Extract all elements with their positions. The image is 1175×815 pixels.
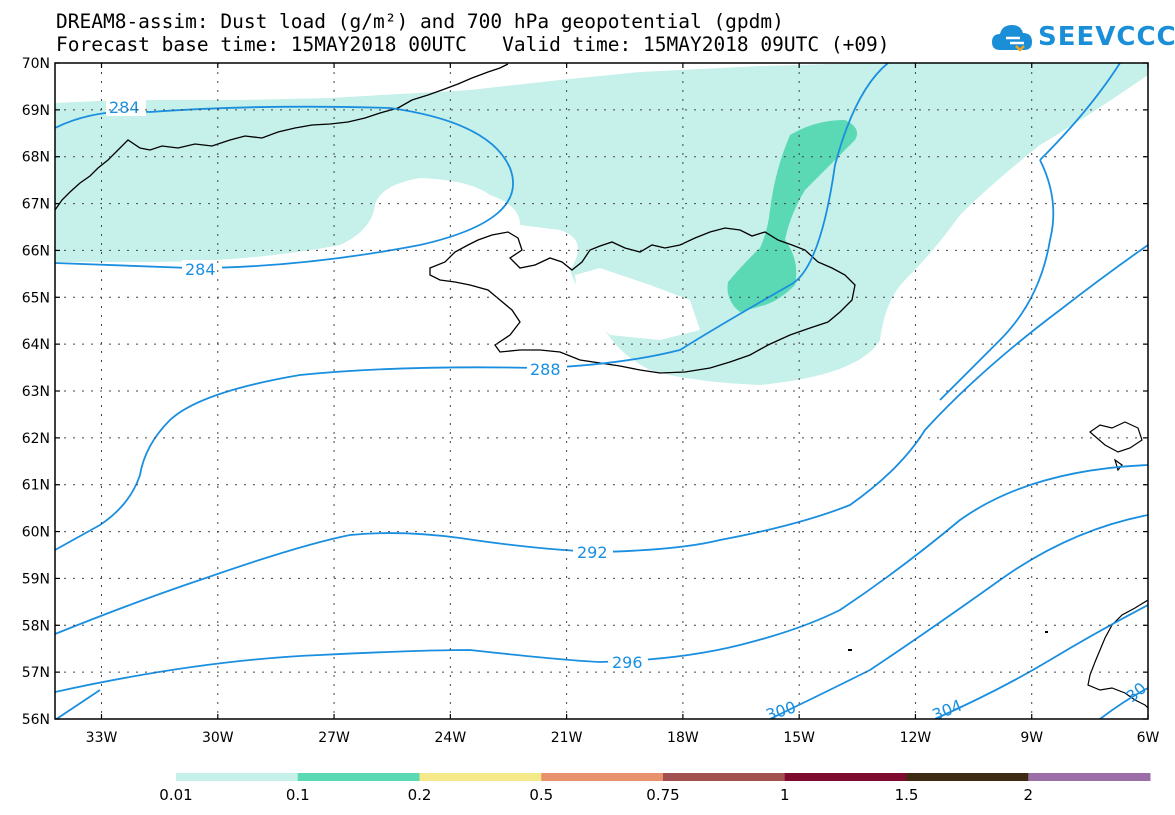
- lat-tick-label: 62N: [22, 431, 50, 447]
- greenland-coast: [55, 63, 509, 211]
- faroe-islands: [1089, 421, 1143, 472]
- lat-tick-label: 60N: [22, 525, 50, 541]
- lon-tick-label: 24W: [435, 730, 467, 746]
- contour-296: [55, 464, 1148, 693]
- colorbar-label: 0.5: [529, 786, 553, 804]
- colorbar-label: 0.01: [159, 786, 192, 804]
- lat-tick-label: 70N: [22, 56, 50, 72]
- lat-tick-label: 58N: [22, 618, 50, 634]
- colorbar-swatch: [663, 773, 786, 781]
- contour-label: 30: [1122, 678, 1150, 706]
- lon-tick-label: 9W: [1020, 730, 1043, 746]
- colorbar-swatch: [419, 773, 542, 781]
- map-area: 284 284 288 292 296 300 304 30: [55, 63, 1150, 725]
- lon-tick-label: 18W: [667, 730, 699, 746]
- lat-tick-label: 63N: [22, 384, 50, 400]
- contour-label: 300: [763, 697, 798, 725]
- colorbar-swatch: [541, 773, 664, 781]
- contour-label: 284: [109, 98, 140, 117]
- colorbar-label: 0.1: [286, 786, 310, 804]
- colorbar-swatch: [297, 773, 420, 781]
- lat-tick-label: 66N: [22, 243, 50, 259]
- contour-label: 288: [530, 360, 561, 379]
- colorbar-swatch: [906, 773, 1029, 781]
- cloud-icon: [992, 25, 1032, 52]
- contour-292: [55, 689, 101, 719]
- lat-tick-label: 64N: [22, 337, 50, 353]
- colorbar-label: 1.5: [895, 786, 919, 804]
- dust-region-low: [55, 63, 1148, 385]
- lon-tick-label: 33W: [86, 730, 118, 746]
- lon-tick-label: 12W: [900, 730, 932, 746]
- map-title-line1: DREAM8-assim: Dust load (g/m²) and 700 h…: [56, 10, 784, 33]
- map-grid: [55, 63, 1148, 719]
- contour-label: 296: [612, 653, 643, 672]
- lat-tick-label: 57N: [22, 665, 50, 681]
- lon-tick-label: 6W: [1137, 730, 1160, 746]
- lon-tick-label: 30W: [202, 730, 234, 746]
- dust-region-medium: [727, 120, 858, 312]
- lat-tick-label: 56N: [22, 712, 50, 728]
- logo-text: SEEVCCC: [1038, 22, 1175, 52]
- colorbar-label: 2: [1023, 786, 1033, 804]
- colorbar: 0.01 0.1 0.2 0.5 0.75 1 1.5 2: [159, 773, 1151, 804]
- lon-tick-label: 27W: [318, 730, 350, 746]
- lon-tick-label: 21W: [551, 730, 583, 746]
- colorbar-swatch: [176, 773, 299, 781]
- contour-304: [934, 604, 1148, 719]
- colorbar-label: 0.75: [646, 786, 679, 804]
- contour-label: 292: [577, 543, 608, 562]
- lat-tick-label: 67N: [22, 197, 50, 213]
- iceland-coast: [429, 227, 856, 374]
- colorbar-label: 0.2: [408, 786, 432, 804]
- colorbar-swatch: [1028, 773, 1151, 781]
- contour-300: [769, 514, 1148, 719]
- lat-tick-label: 61N: [22, 478, 50, 494]
- lat-tick-label: 59N: [22, 571, 50, 587]
- lat-tick-label: 68N: [22, 150, 50, 166]
- colorbar-swatch: [784, 773, 907, 781]
- contour-308: [1099, 687, 1148, 719]
- contour-label: 304: [929, 696, 964, 725]
- logo: SEEVCCC: [990, 20, 1175, 54]
- colorbar-label: 1: [780, 786, 790, 804]
- lon-tick-label: 15W: [783, 730, 815, 746]
- contour-300-right: [1039, 63, 1121, 161]
- contour-284-north: [55, 105, 514, 269]
- contour-label: 284: [185, 260, 216, 279]
- lat-tick-label: 65N: [22, 290, 50, 306]
- map-title-line2: Forecast base time: 15MAY2018 00UTC Vali…: [56, 33, 890, 56]
- lat-tick-label: 69N: [22, 103, 50, 119]
